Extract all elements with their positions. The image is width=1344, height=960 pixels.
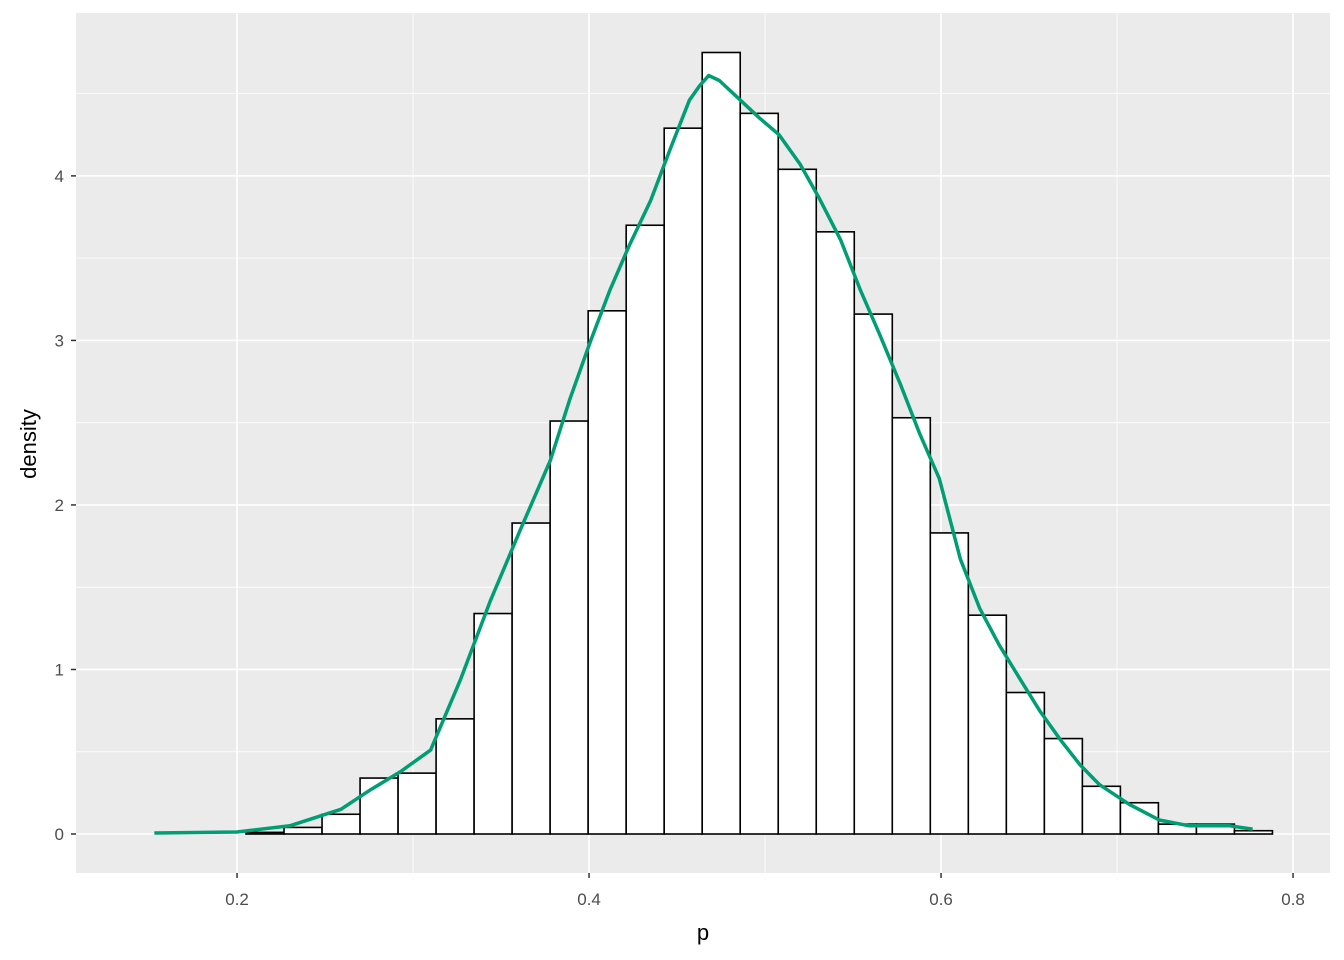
density-curve bbox=[154, 73, 1253, 835]
histogram-bar bbox=[473, 612, 513, 835]
y-tick-label: 2 bbox=[55, 496, 64, 515]
histogram-bar bbox=[1005, 691, 1046, 835]
histogram-bar bbox=[777, 168, 818, 835]
histogram-bar bbox=[1043, 737, 1084, 835]
histogram-bar bbox=[587, 309, 627, 835]
x-tick-label: 0.4 bbox=[577, 890, 601, 909]
histogram-bar bbox=[511, 522, 551, 835]
histogram-bar bbox=[891, 416, 932, 835]
histogram-bar bbox=[815, 231, 856, 835]
x-tick-label: 0.2 bbox=[225, 890, 249, 909]
y-axis-title: density bbox=[16, 409, 41, 479]
y-axis: 0 1 2 3 4 bbox=[55, 167, 76, 844]
histogram-bar bbox=[701, 51, 742, 835]
x-axis-title: p bbox=[697, 920, 709, 945]
x-tick-label: 0.8 bbox=[1281, 890, 1305, 909]
histogram-bar bbox=[663, 127, 704, 835]
histogram-bar bbox=[549, 420, 589, 835]
histogram-bar bbox=[929, 532, 970, 835]
histogram-bar bbox=[1233, 829, 1274, 835]
y-tick-label: 3 bbox=[55, 331, 64, 350]
histogram-bar bbox=[853, 313, 894, 835]
histogram-bar bbox=[397, 772, 437, 835]
x-axis: 0.2 0.4 0.6 0.8 bbox=[225, 873, 1305, 909]
x-tick-label: 0.6 bbox=[929, 890, 953, 909]
histogram-bar bbox=[321, 813, 361, 835]
histogram-bars bbox=[245, 51, 1274, 835]
y-tick-label: 0 bbox=[55, 825, 64, 844]
histogram-bar bbox=[967, 614, 1008, 835]
histogram-bar bbox=[359, 777, 399, 835]
y-tick-label: 1 bbox=[55, 660, 64, 679]
histogram-bar bbox=[245, 831, 285, 835]
histogram-bar bbox=[283, 826, 323, 835]
histogram-bar bbox=[625, 224, 665, 835]
histogram-bar bbox=[739, 112, 780, 835]
y-tick-label: 4 bbox=[55, 167, 64, 186]
histogram-bar bbox=[435, 718, 475, 835]
